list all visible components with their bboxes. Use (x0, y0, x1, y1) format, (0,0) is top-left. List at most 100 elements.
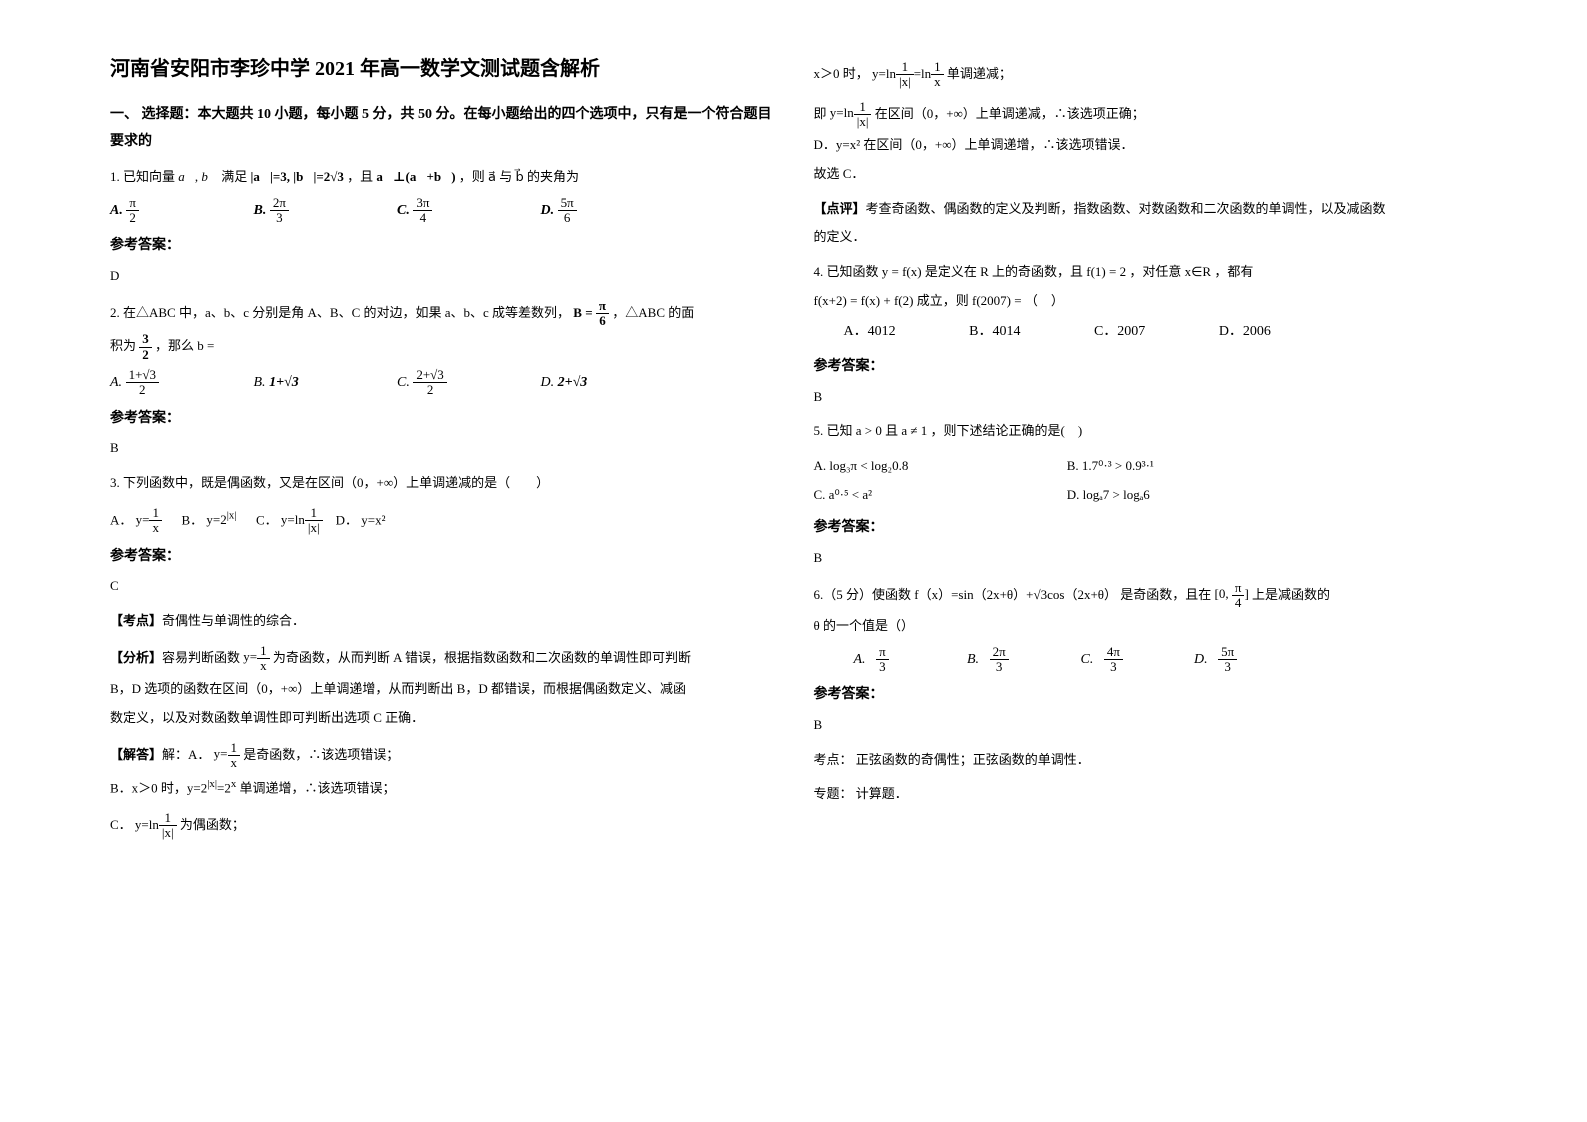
r-dianping2: 的定义． (814, 225, 1478, 250)
q3-jieda-a: 【解答】解：A． y=1x 是奇函数，∴该选项错误； (110, 741, 774, 771)
q3-kaodian: 【考点】奇偶性与单调性的综合． (110, 609, 774, 634)
page-title: 河南省安阳市李珍中学 2021 年高一数学文测试题含解析 (110, 50, 774, 88)
q1-answer-label: 参考答案： (110, 233, 774, 260)
right-column: x＞0 时， y=ln1|x|=ln1x 单调递减； 即 y=ln1|x| 在区… (794, 50, 1498, 1082)
q3-jiedaC-math: y=ln1|x| (135, 817, 177, 832)
q5-optD: D. logₐ7 > logₐ6 (1067, 487, 1150, 502)
q2-optD: D. 2+√3 (541, 370, 588, 397)
r-dianping: 【点评】考查奇函数、偶函数的定义及判断，指数函数、对数函数和二次函数的单调性，以… (814, 197, 1478, 222)
q3-jieda-b: B．x＞0 时，y=2|x|=2x 单调递增，∴该选项错误； (110, 774, 774, 801)
q3-jieda-pre: 解：A． (162, 746, 210, 761)
q3-optB-label: B． (181, 512, 203, 527)
q2-stem3-post: ，那么 b = (155, 338, 214, 353)
q3-fenxi2: B，D 选项的函数在区间（0，+∞）上单调递增，从而判断出 B，D 都错误，而根… (110, 677, 774, 702)
r-line1: x＞0 时， y=ln1|x|=ln1x 单调递减； (814, 60, 1478, 90)
q3-jiedaB-post: 单调递增，∴该选项错误； (236, 781, 395, 796)
q1-and: ，且 (347, 169, 373, 184)
q1-cond1: |a⃗|=3, |b⃗|=2√3 (251, 169, 344, 184)
q6-interval: [0, π4] (1215, 586, 1253, 601)
q5-c1: a > 0 (856, 423, 882, 438)
q4-eq: f(x+2) = f(x) + f(2) (814, 293, 914, 308)
r-line1-post: 单调递减； (947, 66, 1012, 81)
q6-optD: D. 5π3 (1194, 645, 1237, 675)
r-line2: 即 y=ln1|x| 在区间（0，+∞）上单调递减，∴该选项正确； (814, 100, 1478, 130)
q3-jiedaB-exp: |x| (207, 778, 217, 790)
q6-fx: f（x）=sin（2x+θ）+√3cos（2x+θ） (914, 586, 1117, 601)
question-5: 5. 已知 a > 0 且 a ≠ 1 ，则下述结论正确的是( ) (814, 419, 1478, 444)
q2-stem1: 2. 在△ABC 中，a、b、c 分别是角 A、B、C 的对边，如果 a、b、c… (110, 305, 570, 320)
q6-options: A. π3 B. 2π3 C. 4π3 D. 5π3 (814, 645, 1478, 675)
r-dianping-label: 【点评】 (814, 201, 866, 216)
q4-optD: D．2006 (1219, 319, 1271, 346)
q1-optA: A. π2 (110, 196, 250, 226)
q3-jiedaA-math: y=1x (214, 746, 240, 761)
r-line1-pre: x＞0 时， (814, 66, 869, 81)
q4-mid: 是定义在 R 上的奇函数，且 (925, 264, 1083, 279)
q2-area: 32 (139, 332, 152, 362)
q3-jieda-label: 【解答】 (110, 746, 162, 761)
q3-answer-label: 参考答案： (110, 544, 774, 571)
q3-fenxi-math: y=1x (243, 649, 269, 664)
q2-B: B = π6 (573, 305, 612, 320)
q4-mid4: 成立，则 (917, 293, 969, 308)
r-line2-math: y=ln1|x| (830, 105, 872, 120)
q1-options: A. π2 B. 2π3 C. 3π4 D. 5π6 (110, 196, 774, 226)
q3-answer: C (110, 574, 774, 599)
q2-line2: 积为 32 ，那么 b = (110, 332, 774, 362)
q5-post: ，则下述结论正确的是( ) (931, 423, 1083, 438)
q4-answer-label: 参考答案： (814, 354, 1478, 381)
q3-optB: y=2|x| (206, 512, 236, 527)
q1-tail: ，则 a⃗ 与 b⃗ 的夹角为 (459, 169, 579, 184)
q6-answer-label: 参考答案： (814, 682, 1478, 709)
q4-mid3: ，都有 (1214, 264, 1253, 279)
q6-mid: 是奇函数，且在 (1120, 586, 1211, 601)
q1-optC: C. 3π4 (397, 196, 537, 226)
q6-optA: A. π3 (854, 645, 964, 675)
q3-optC-label: C． (256, 512, 278, 527)
q5-optC: C. a⁰·⁵ < a² (814, 483, 1064, 508)
q3-fenxi-pre: 容易判断函数 (162, 649, 240, 664)
q3-kaodian-label: 【考点】 (110, 613, 162, 628)
q2-answer: B (110, 436, 774, 461)
q6-zhuanti: 专题： 计算题． (814, 782, 1478, 807)
q3-fenxi-post: 为奇函数，从而判断 A 错误，根据指数函数和二次函数的单调性即可判断 (273, 649, 691, 664)
q4-optC: C．2007 (1094, 319, 1145, 346)
r-line4: 故选 C． (814, 162, 1478, 187)
q4-line2: f(x+2) = f(x) + f(2) 成立，则 f(2007) = （ ） (814, 289, 1478, 314)
q6-optB: B. 2π3 (967, 645, 1077, 675)
q3-optC: y=ln1|x| (281, 512, 323, 527)
q5-mid: 且 (885, 423, 898, 438)
q3-jiedaB-pre: B．x＞0 时，y=2 (110, 781, 207, 796)
q3-optD: y=x² (361, 512, 385, 527)
q2-stem3-pre: 积为 (110, 338, 136, 353)
q1-stem-pre: 1. 已知向量 (110, 169, 175, 184)
q6-post: 上是减函数的 (1252, 586, 1330, 601)
q4-f1: f(1) = 2 (1086, 264, 1126, 279)
q4-optA: A．4012 (844, 319, 896, 346)
q2-stem2: ，△ABC 的面 (612, 305, 694, 320)
q3-jiedaB-eq: =2 (217, 781, 231, 796)
q5-answer: B (814, 546, 1478, 571)
q4-f2007: f(2007) = (972, 293, 1022, 308)
section1-heading: 一、 选择题：本大题共 10 小题，每小题 5 分，共 50 分。在每小题给出的… (110, 102, 774, 155)
q6-line2: θ 的一个值是（） (814, 614, 1478, 639)
q4-optB: B．4014 (969, 319, 1020, 346)
question-4: 4. 已知函数 y = f(x) 是定义在 R 上的奇函数，且 f(1) = 2… (814, 260, 1478, 285)
q4-options: A．4012 B．4014 C．2007 D．2006 (814, 319, 1478, 346)
q2-answer-label: 参考答案： (110, 406, 774, 433)
q2-options: A. 1+√32 B. 1+√3 C. 2+√32 D. 2+√3 (110, 368, 774, 398)
q4-mid2: ，对任意 (1129, 264, 1181, 279)
q3-fenxi-label: 【分析】 (110, 649, 162, 664)
q3-optA: y=1x (136, 512, 162, 527)
q3-fenxi3: 数定义，以及对数函数单调性即可判断出选项 C 正确． (110, 706, 774, 731)
q4-fx: y = f(x) (882, 264, 922, 279)
q5-optA: A. log₃π < log₂0.8 (814, 454, 1064, 479)
q4-answer: B (814, 385, 1478, 410)
q6-kaodian: 考点： 正弦函数的奇偶性；正弦函数的单调性． (814, 748, 1478, 773)
q3-kaodian-text: 奇偶性与单调性的综合． (162, 613, 305, 628)
question-2: 2. 在△ABC 中，a、b、c 分别是角 A、B、C 的对边，如果 a、b、c… (110, 299, 774, 329)
q4-pre: 4. 已知函数 (814, 264, 879, 279)
q4-xr: x∈R (1185, 264, 1212, 279)
q3-jiedaC-pre: C． (110, 817, 132, 832)
q5-opts-row1: A. log₃π < log₂0.8 B. 1.7⁰·³ > 0.9³·¹ (814, 454, 1478, 479)
